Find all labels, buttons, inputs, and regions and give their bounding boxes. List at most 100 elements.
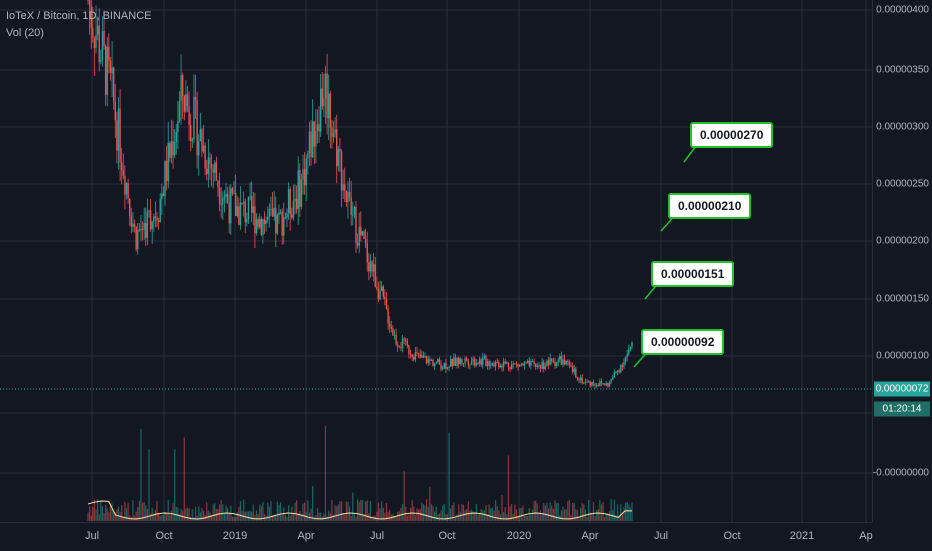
candle-body bbox=[353, 207, 356, 215]
volume-bar bbox=[615, 514, 617, 521]
volume-bar bbox=[137, 507, 139, 521]
candle-body bbox=[90, 5, 92, 29]
candle-body bbox=[466, 358, 468, 361]
candle-body bbox=[599, 381, 601, 386]
candle-body bbox=[554, 361, 556, 367]
volume-bar bbox=[490, 508, 492, 521]
candle-body bbox=[348, 191, 351, 198]
volume-bar bbox=[90, 515, 92, 521]
time-tick: 2020 bbox=[506, 530, 532, 542]
volume-bar bbox=[483, 510, 485, 521]
volume-bar bbox=[122, 516, 124, 521]
candle-body bbox=[477, 363, 479, 365]
candle-body bbox=[88, 0, 91, 6]
candle-body bbox=[223, 197, 226, 199]
volume-bar bbox=[342, 512, 344, 521]
candle-body bbox=[411, 354, 413, 357]
volume-bar bbox=[450, 508, 452, 521]
candle-body bbox=[384, 296, 386, 300]
candle-body bbox=[170, 141, 173, 158]
volume-bar bbox=[188, 508, 190, 521]
price-callout-1[interactable]: 0.00000270 bbox=[690, 122, 774, 148]
candle-body bbox=[400, 347, 402, 349]
volume-bar bbox=[169, 514, 171, 521]
volume-bar bbox=[279, 502, 282, 521]
chart-area[interactable]: IoTeX / Bitcoin, 1D, BINANCE Vol (20) 0.… bbox=[0, 0, 872, 522]
bar-countdown: 01:20:14 bbox=[874, 401, 930, 417]
price-chart[interactable] bbox=[0, 0, 872, 522]
price-callout-3[interactable]: 0.00000151 bbox=[651, 261, 735, 287]
time-tick: 2021 bbox=[789, 530, 815, 542]
volume-bar bbox=[182, 510, 184, 521]
candle-body bbox=[445, 363, 447, 369]
candle-body bbox=[146, 211, 149, 238]
price-tick: 0.00000300 bbox=[876, 121, 929, 133]
candle-body bbox=[244, 201, 246, 223]
candle-body bbox=[318, 124, 320, 132]
volume-bar bbox=[316, 508, 319, 521]
candle-body bbox=[180, 75, 182, 102]
time-tick: Jul bbox=[84, 530, 100, 542]
price-callout-4[interactable]: 0.00000092 bbox=[641, 329, 725, 355]
candle-body bbox=[101, 30, 104, 60]
volume-bar bbox=[360, 499, 362, 521]
volume-bar bbox=[514, 504, 516, 521]
volume-bar bbox=[101, 506, 104, 521]
candle-body bbox=[257, 219, 259, 228]
volume-bar bbox=[437, 514, 439, 521]
volume-bar bbox=[443, 504, 445, 521]
volume-bar bbox=[105, 504, 107, 521]
volume-bar bbox=[517, 516, 519, 521]
candle-body bbox=[568, 361, 571, 366]
candle-body bbox=[177, 121, 179, 132]
candle-body bbox=[578, 379, 580, 381]
price-callout-2[interactable]: 0.00000210 bbox=[668, 193, 752, 219]
candle-body bbox=[453, 357, 455, 367]
volume-bar bbox=[92, 506, 94, 521]
candle-body bbox=[337, 148, 340, 167]
candle-body bbox=[230, 188, 232, 224]
volume-bar bbox=[592, 502, 595, 521]
candle-body bbox=[135, 226, 137, 250]
price-axis[interactable]: 0.00000400 0.00000350 0.00000300 0.00000… bbox=[872, 0, 932, 522]
candle-body bbox=[122, 170, 125, 176]
symbol-legend: IoTeX / Bitcoin, 1D, BINANCE bbox=[6, 10, 152, 22]
volume-bar bbox=[95, 509, 97, 521]
candle-body bbox=[344, 184, 346, 191]
volume-bar bbox=[238, 506, 240, 521]
candle-body bbox=[597, 384, 600, 386]
candle-body bbox=[459, 358, 461, 364]
candle-body bbox=[427, 359, 429, 364]
candle-body bbox=[204, 145, 206, 169]
time-tick: Jul bbox=[653, 530, 669, 542]
candle-body bbox=[233, 193, 235, 195]
candle-body bbox=[196, 99, 198, 156]
candle-body bbox=[173, 142, 176, 156]
volume-bar bbox=[257, 513, 259, 521]
candle-body bbox=[416, 352, 418, 354]
candle-body bbox=[483, 356, 486, 358]
candle-body bbox=[406, 341, 409, 346]
candle-body bbox=[504, 361, 506, 364]
volume-bar bbox=[552, 508, 554, 521]
candle-body bbox=[413, 356, 415, 360]
time-axis[interactable]: Jul Oct 2019 Apr Jul Oct 2020 Apr Jul Oc… bbox=[0, 522, 873, 551]
candle-body bbox=[326, 73, 328, 118]
candle-body bbox=[482, 357, 484, 366]
candle-body bbox=[573, 368, 575, 373]
candle-body bbox=[241, 202, 243, 204]
volume-bar bbox=[191, 509, 193, 521]
volume-bar bbox=[159, 515, 161, 521]
volume-bar bbox=[300, 514, 303, 521]
volume-bar bbox=[555, 502, 558, 521]
volume-bar bbox=[117, 506, 120, 521]
volume-bar bbox=[153, 512, 155, 521]
volume-bar bbox=[623, 506, 625, 521]
candle-body bbox=[371, 261, 373, 272]
volume-bar bbox=[331, 500, 333, 521]
candle-body bbox=[137, 229, 139, 250]
volume-bar bbox=[395, 516, 397, 521]
price-tick: 0.00000100 bbox=[876, 350, 929, 362]
volume-bar bbox=[273, 515, 275, 521]
volume-bar bbox=[172, 502, 174, 521]
